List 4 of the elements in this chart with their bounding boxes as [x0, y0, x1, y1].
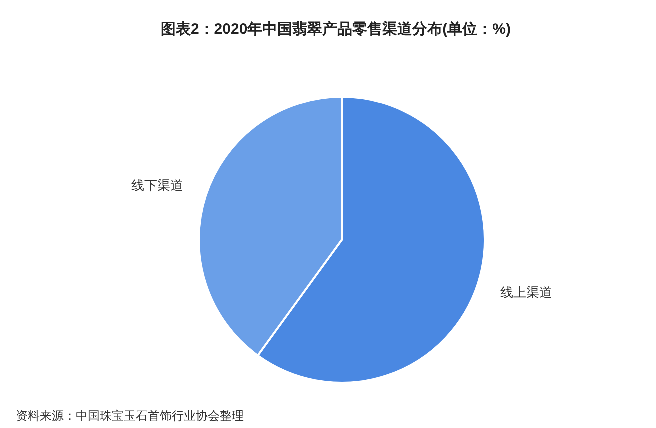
slice-label: 线下渠道 — [131, 178, 184, 193]
text: 资料来源：中国珠宝玉石首饰行业协会整理 — [16, 409, 244, 423]
slice-label: 线上渠道 — [500, 284, 553, 300]
chart-title: 图表2：2020年中国翡翠产品零售渠道分布(单位：%) — [160, 21, 512, 38]
